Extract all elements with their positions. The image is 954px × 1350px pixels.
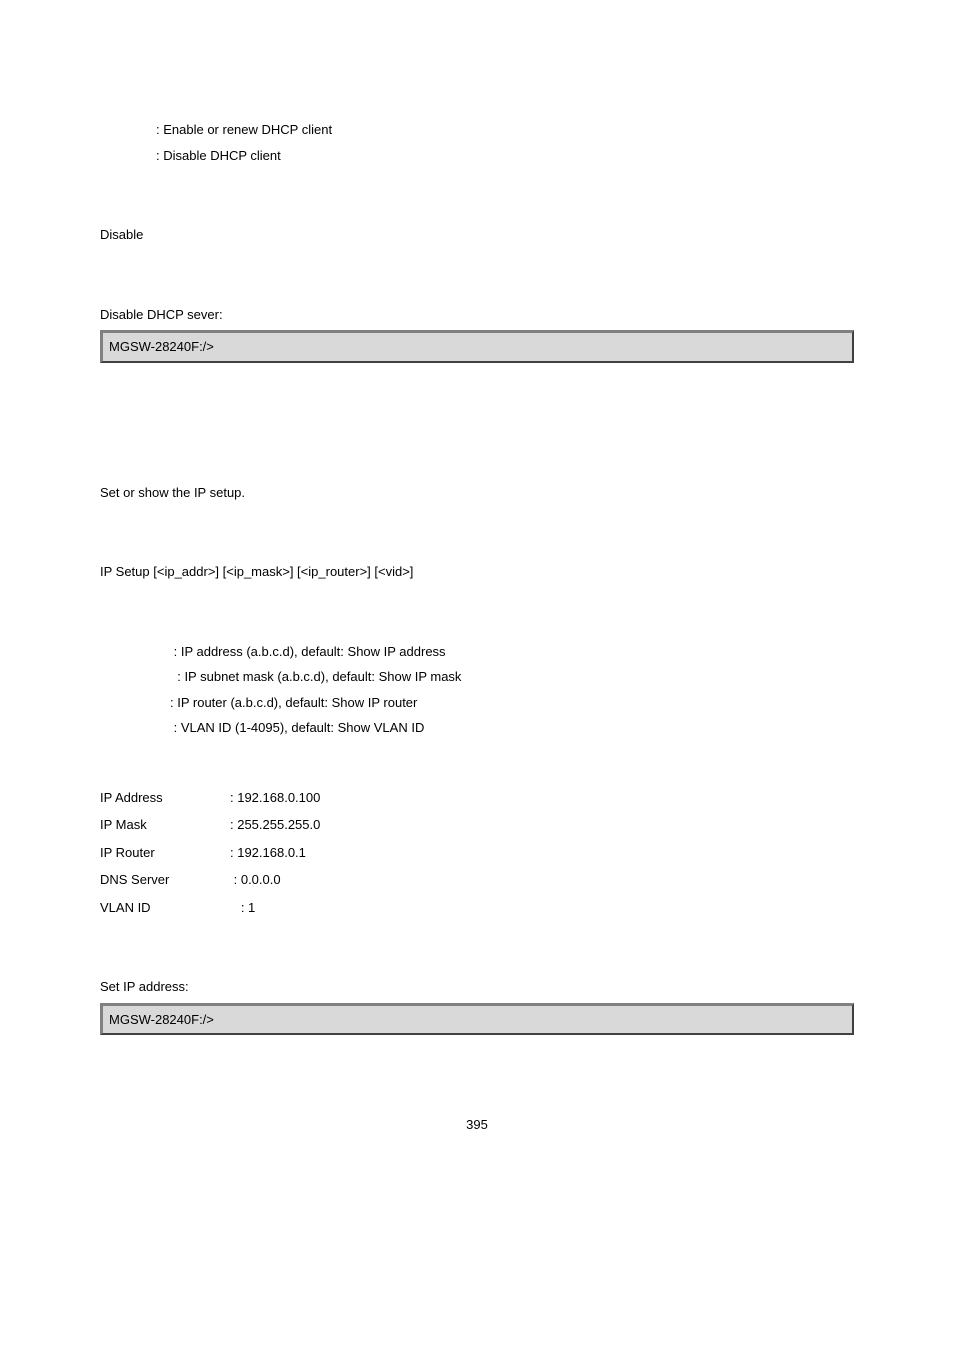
example-label-1: Disable DHCP sever: [100,305,854,325]
param-line: : VLAN ID (1-4095), default: Show VLAN I… [170,718,854,738]
param-line: : IP subnet mask (a.b.c.d), default: Sho… [170,667,854,687]
table-row: IP Router : 192.168.0.1 [100,843,854,863]
kv-key: DNS Server [100,870,230,890]
description-2: Set or show the IP setup. [100,483,854,503]
parameters-block-2: : IP address (a.b.c.d), default: Show IP… [170,642,854,738]
code-box-1: MGSW-28240F:/> [100,330,854,363]
syntax-2: IP Setup [<ip_addr>] [<ip_mask>] [<ip_ro… [100,562,854,582]
code-text: MGSW-28240F:/> [109,339,214,354]
kv-key: IP Address [100,788,230,808]
kv-key: VLAN ID [100,898,230,918]
code-box-2: MGSW-28240F:/> [100,1003,854,1036]
kv-val: : 192.168.0.1 [230,843,306,863]
kv-key: IP Mask [100,815,230,835]
kv-val: : 1 [230,898,255,918]
page-number: 395 [100,1115,854,1135]
parameters-block-1: : Enable or renew DHCP client : Disable … [156,120,854,165]
param-line: : IP router (a.b.c.d), default: Show IP … [170,693,854,713]
table-row: IP Mask : 255.255.255.0 [100,815,854,835]
table-row: VLAN ID : 1 [100,898,854,918]
param-line: : Enable or renew DHCP client [156,120,854,140]
param-line: : Disable DHCP client [156,146,854,166]
default-setting-1: Disable [100,225,854,245]
kv-val: : 255.255.255.0 [230,815,320,835]
example-label-2: Set IP address: [100,977,854,997]
param-line: : IP address (a.b.c.d), default: Show IP… [170,642,854,662]
spacer [100,423,854,483]
code-text: MGSW-28240F:/> [109,1012,214,1027]
default-settings-table: IP Address : 192.168.0.100 IP Mask : 255… [100,788,854,918]
table-row: DNS Server : 0.0.0.0 [100,870,854,890]
kv-val: : 0.0.0.0 [230,870,281,890]
kv-val: : 192.168.0.100 [230,788,320,808]
kv-key: IP Router [100,843,230,863]
table-row: IP Address : 192.168.0.100 [100,788,854,808]
